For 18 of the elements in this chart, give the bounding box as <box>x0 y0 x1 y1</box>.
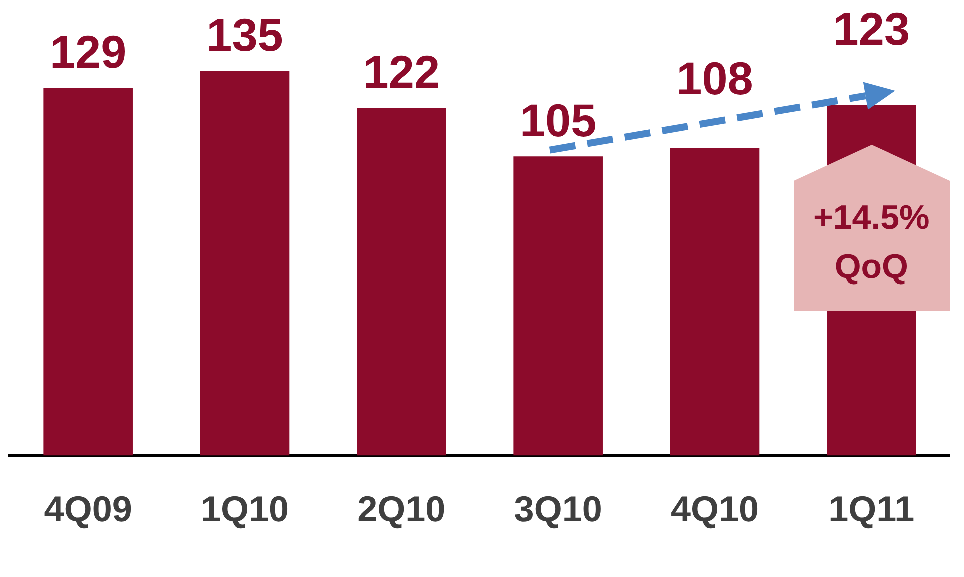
bar <box>200 71 290 456</box>
data-label: 108 <box>676 52 754 104</box>
bar <box>357 108 446 456</box>
annotation: +14.5% QoQ <box>812 198 931 288</box>
x-tick-label: 4Q09 <box>44 488 132 530</box>
data-label: 122 <box>363 46 440 98</box>
data-label: 123 <box>833 3 910 56</box>
data-label: 105 <box>520 94 597 146</box>
x-tick-label: 1Q11 <box>828 488 915 530</box>
x-tick-label: 1Q10 <box>200 488 290 530</box>
x-tick-label: 4Q10 <box>670 488 760 530</box>
bar <box>670 148 760 456</box>
data-label: 129 <box>50 26 127 78</box>
bar <box>514 156 603 456</box>
bar <box>44 88 133 456</box>
x-tick-label: 3Q10 <box>514 488 602 530</box>
data-label: 135 <box>206 8 284 61</box>
x-tick-label: 2Q10 <box>358 488 446 530</box>
